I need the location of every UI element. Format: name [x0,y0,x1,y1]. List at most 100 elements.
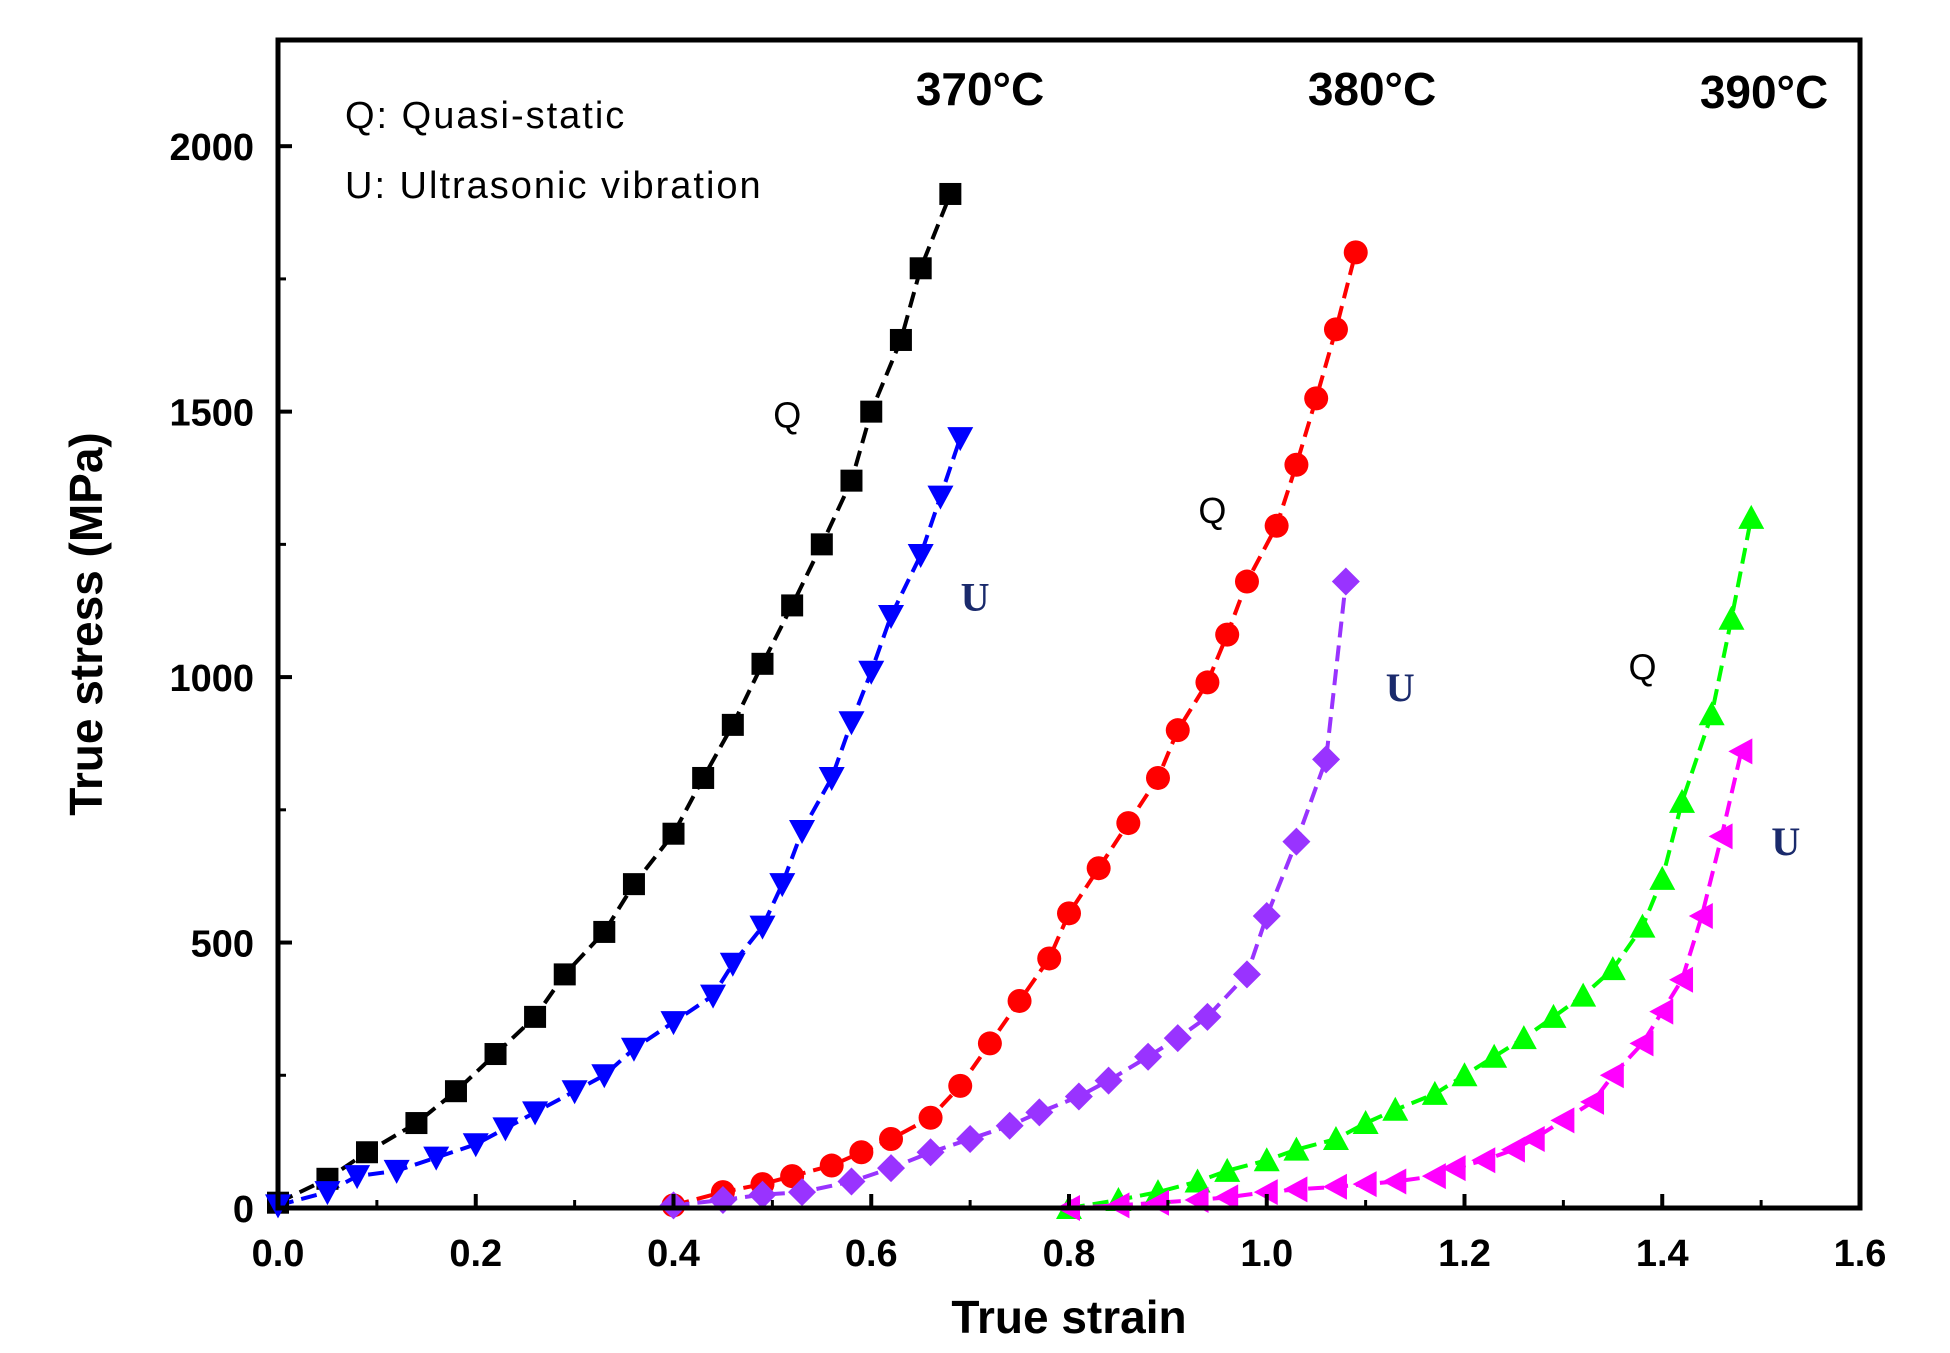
data-point [660,1011,687,1036]
data-point [1421,1080,1448,1105]
data-point [1163,1024,1192,1053]
data-point [1283,1136,1310,1161]
data-point [1283,1176,1308,1203]
data-point [1352,1110,1379,1135]
data-point [1057,901,1081,926]
data-point [789,820,816,845]
data-point [522,1101,549,1126]
data-point [1520,1125,1545,1152]
data-point [1649,998,1674,1025]
data-point [1282,827,1311,856]
data-point [1184,1168,1211,1193]
data-point [918,1105,943,1130]
data-point [927,485,954,510]
data-point [995,1111,1024,1140]
temperature-label-370: 370°C [916,63,1044,115]
data-point [1232,960,1261,989]
data-point [749,915,776,940]
data-point [1570,982,1597,1007]
data-point [1688,903,1713,929]
data-point [561,1080,588,1105]
series-line-0 [277,193,953,1205]
data-point [1728,738,1753,765]
data-point [939,182,962,205]
data-point [1599,1062,1624,1089]
curve-label-q-390: Q [1628,647,1656,688]
data-point [838,711,865,736]
data-point [1382,1168,1407,1195]
data-point [1738,504,1765,529]
series-line-3 [673,581,1348,1208]
data-point [769,873,796,898]
x-tick-label: 0.4 [647,1233,700,1275]
data-point [1323,317,1348,342]
data-point [462,1133,489,1158]
x-tick-label: 1.4 [1636,1233,1689,1275]
data-point [878,605,905,630]
data-point [1007,988,1032,1013]
data-point [1193,1002,1222,1031]
data-point [1471,1147,1496,1174]
markers-layer [265,182,1765,1221]
data-point [1718,605,1745,630]
data-point [909,257,932,280]
curve-label-q-370: Q [773,395,801,436]
y-tick-label: 1000 [169,658,254,700]
data-point [700,984,727,1009]
y-tick-label: 1500 [169,393,254,435]
data-point [484,1043,507,1066]
y-tick-label: 500 [191,924,254,966]
data-point [948,1073,973,1098]
data-point [1165,718,1190,743]
data-point [719,952,746,977]
data-point [1441,1155,1466,1182]
data-point [916,1138,945,1167]
data-point [553,963,576,986]
data-point [860,400,883,423]
data-point [907,543,934,568]
x-axis-title: True strain [951,1291,1186,1343]
data-point [977,1031,1002,1056]
data-point [837,1167,866,1196]
x-tick-label: 1.0 [1240,1233,1293,1275]
data-point [1550,1107,1575,1134]
data-point [355,1141,378,1164]
data-point [1253,1147,1280,1172]
data-point [1500,1136,1525,1163]
data-point [810,533,833,556]
data-point [344,1165,371,1190]
curve-label-u-380: U [1386,665,1415,710]
data-point [1037,946,1062,971]
data-point [1629,1030,1654,1057]
x-tick-label: 0.0 [252,1233,305,1275]
data-point [383,1159,410,1184]
data-point [1253,1179,1278,1206]
data-point [1708,823,1733,850]
data-point [1322,1125,1349,1150]
data-point [1698,701,1725,726]
data-point [1540,1003,1567,1028]
data-point [751,652,774,675]
data-point [748,1180,777,1209]
data-point [1025,1098,1054,1127]
data-point [591,1064,618,1089]
data-point [405,1112,428,1135]
data-point [1214,1157,1241,1182]
data-point [1649,865,1676,890]
data-point [1599,956,1626,981]
data-point [593,920,616,943]
data-point [620,1037,647,1062]
data-point [492,1117,519,1142]
x-tick-label: 0.6 [845,1233,898,1275]
y-axis-title: True stress (MPa) [60,432,112,815]
data-point [1264,513,1289,538]
data-point [858,660,885,685]
data-point [1234,569,1259,594]
data-point [1284,452,1309,477]
x-tick-label: 1.2 [1438,1233,1491,1275]
data-point [1134,1042,1163,1071]
data-point [662,822,685,845]
data-point [1510,1025,1537,1050]
data-point [1629,913,1656,938]
data-point [721,713,744,736]
